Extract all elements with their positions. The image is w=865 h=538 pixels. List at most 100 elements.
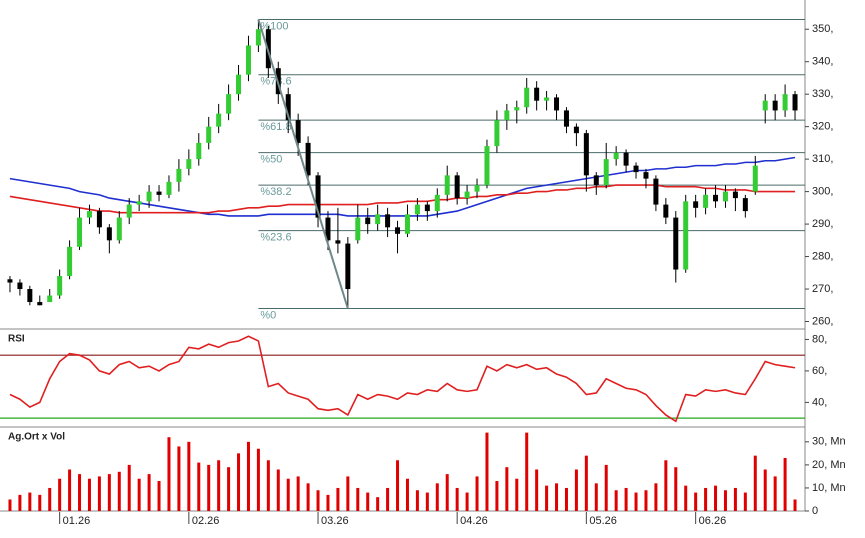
volume-bar bbox=[227, 467, 231, 511]
volume-bar bbox=[435, 483, 439, 511]
fib-label: %0 bbox=[260, 309, 276, 321]
candle-body bbox=[245, 45, 251, 75]
y-tick-label: 290, bbox=[812, 218, 833, 230]
volume-bar bbox=[187, 441, 191, 511]
candle-body bbox=[216, 113, 222, 127]
candle-body bbox=[345, 243, 351, 290]
candle-body bbox=[17, 282, 23, 290]
candle-body bbox=[782, 94, 788, 111]
volume-bar bbox=[405, 478, 409, 511]
volume-bar bbox=[773, 476, 777, 511]
volume-bar bbox=[455, 487, 459, 511]
volume-bar bbox=[38, 494, 42, 511]
y-tick-label: 60, bbox=[812, 365, 827, 377]
volume-bar bbox=[604, 464, 608, 511]
candle-body bbox=[494, 120, 500, 147]
volume-bar bbox=[97, 476, 101, 511]
y-tick-label: 330, bbox=[812, 88, 833, 100]
candle-body bbox=[136, 201, 142, 205]
candle-body bbox=[236, 74, 242, 95]
candle-body bbox=[474, 185, 480, 192]
candle-body bbox=[404, 214, 410, 234]
candle-body bbox=[196, 142, 202, 160]
candle-body bbox=[414, 204, 420, 215]
candle-body bbox=[57, 276, 63, 296]
volume-bar bbox=[356, 487, 360, 511]
candle-body bbox=[444, 175, 450, 195]
candle-body bbox=[653, 178, 659, 205]
trend-line bbox=[257, 19, 349, 309]
volume-bar bbox=[296, 476, 300, 511]
volume-bar bbox=[266, 460, 270, 511]
candle-body bbox=[504, 110, 510, 121]
volume-bar bbox=[753, 455, 757, 511]
volume-bar bbox=[117, 471, 121, 511]
volume-bar bbox=[555, 483, 559, 511]
y-tick-label: 260, bbox=[812, 315, 833, 327]
candle-body bbox=[534, 87, 540, 101]
volume-bar bbox=[743, 492, 747, 511]
y-tick-label: 300, bbox=[812, 186, 833, 198]
volume-bar bbox=[465, 492, 469, 511]
volume-bar bbox=[614, 490, 618, 511]
volume-bar bbox=[87, 478, 91, 511]
y-tick-label: 80, bbox=[812, 333, 827, 345]
candle-body bbox=[663, 204, 669, 218]
x-tick-label: 06.26 bbox=[699, 515, 727, 527]
x-tick-label: 02.26 bbox=[192, 515, 220, 527]
candle-body bbox=[623, 152, 629, 166]
x-tick-label: 01.26 bbox=[63, 515, 91, 527]
candle-body bbox=[772, 100, 778, 111]
volume-bar bbox=[574, 469, 578, 511]
volume-bar bbox=[78, 474, 82, 511]
volume-bar bbox=[346, 476, 350, 511]
candle-body bbox=[683, 201, 689, 270]
volume-bar bbox=[664, 460, 668, 511]
volume-bar bbox=[525, 432, 529, 511]
volume-bar bbox=[425, 492, 429, 511]
candle-body bbox=[206, 126, 212, 143]
candle-body bbox=[126, 204, 132, 218]
candle-body bbox=[86, 211, 92, 218]
candle-body bbox=[116, 217, 122, 241]
candle-body bbox=[673, 217, 679, 270]
candle-body bbox=[305, 142, 311, 176]
candle-body bbox=[434, 194, 440, 212]
candle-body bbox=[633, 165, 639, 173]
candle-body bbox=[335, 240, 341, 244]
candle-body bbox=[375, 214, 381, 225]
candle-body bbox=[166, 181, 172, 195]
fib-label: %23.6 bbox=[260, 231, 291, 243]
volume-bar bbox=[763, 469, 767, 511]
candle-body bbox=[554, 97, 560, 111]
candle-body bbox=[603, 159, 609, 186]
volume-bar bbox=[495, 481, 499, 511]
volume-bar bbox=[723, 490, 727, 511]
volume-bar bbox=[396, 460, 400, 511]
volume-bar bbox=[18, 494, 22, 511]
x-tick-label: 05.26 bbox=[589, 515, 617, 527]
volume-bar bbox=[147, 474, 151, 511]
volume-bar bbox=[336, 487, 340, 511]
candle-body bbox=[77, 217, 83, 247]
volume-bar bbox=[704, 487, 708, 511]
y-tick-label: 350, bbox=[812, 23, 833, 35]
candle-body bbox=[365, 217, 371, 225]
y-tick-label: 340, bbox=[812, 56, 833, 68]
candle-body bbox=[106, 227, 112, 241]
volume-bar bbox=[624, 487, 628, 511]
volume-bar bbox=[674, 467, 678, 511]
volume-bar bbox=[376, 497, 380, 511]
volume-bar bbox=[207, 464, 211, 511]
volume-bar bbox=[68, 469, 72, 511]
volume-bar bbox=[8, 499, 12, 511]
volume-bar bbox=[316, 490, 320, 511]
candle-body bbox=[27, 289, 33, 303]
candle-body bbox=[315, 175, 321, 218]
volume-bar bbox=[326, 494, 330, 511]
volume-bar bbox=[286, 478, 290, 511]
candle-body bbox=[325, 217, 331, 241]
volume-bar bbox=[177, 446, 181, 511]
y-tick-label: 40, bbox=[812, 396, 827, 408]
